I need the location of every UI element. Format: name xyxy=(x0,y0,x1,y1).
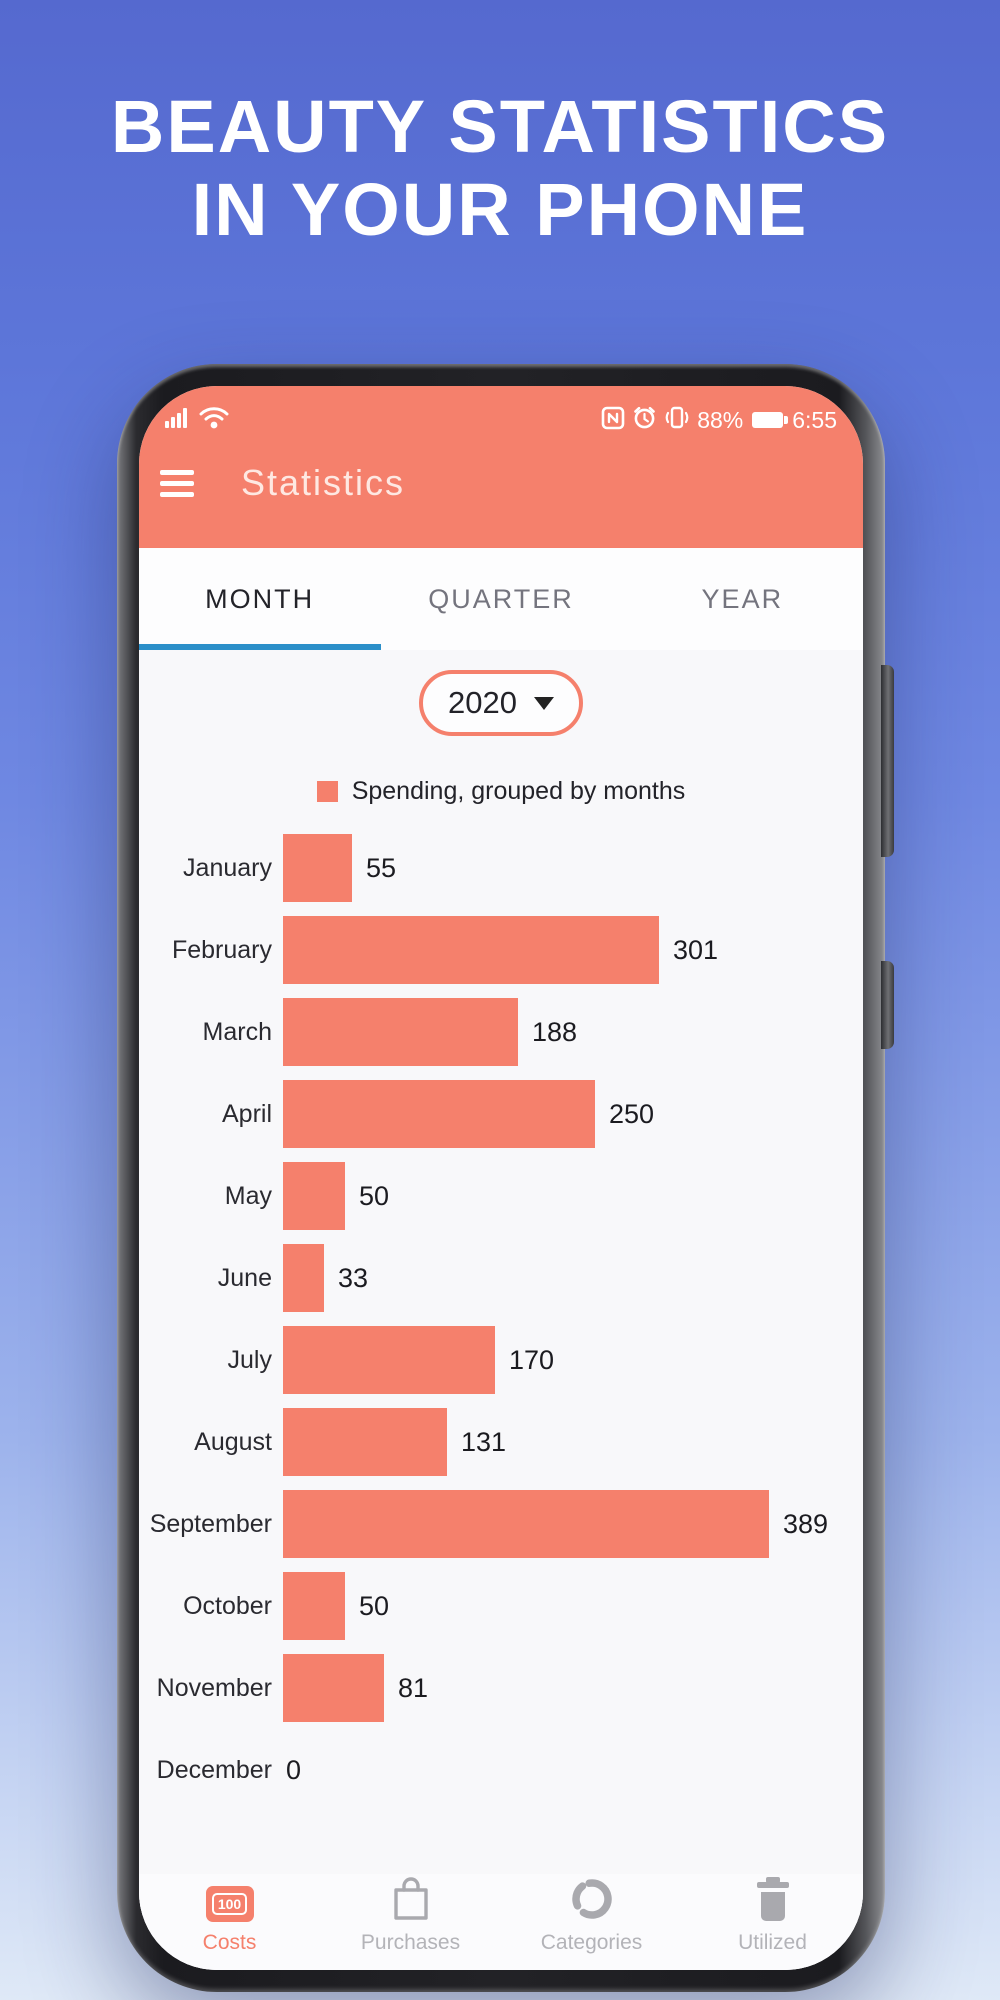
category-label: October xyxy=(183,1591,272,1620)
nav-item-utilized[interactable]: Utilized xyxy=(682,1874,863,1970)
period-tabs: MONTH QUARTER YEAR xyxy=(139,548,863,652)
year-value: 2020 xyxy=(448,685,517,720)
chart-row: January 55 xyxy=(139,827,863,909)
status-time: 6:55 xyxy=(792,406,837,433)
chevron-down-icon xyxy=(533,696,554,710)
nav-label: Purchases xyxy=(360,1931,461,1954)
bar xyxy=(283,834,352,902)
donut-chart-icon xyxy=(569,1876,615,1922)
nav-label: Utilized xyxy=(738,1931,807,1954)
power-button xyxy=(881,961,894,1049)
category-label: June xyxy=(217,1263,272,1292)
chart-row: December 0 xyxy=(139,1729,863,1811)
bar xyxy=(283,1244,324,1312)
legend-label: Spending, grouped by months xyxy=(351,777,686,805)
statistics-content: 2020 Spending, grouped by months xyxy=(139,650,863,1970)
chart-row: February 301 xyxy=(139,909,863,991)
value-label: 301 xyxy=(673,934,719,965)
battery-percent: 88% xyxy=(697,406,744,433)
value-label: 0 xyxy=(286,1754,302,1785)
active-tab-indicator xyxy=(139,644,381,652)
nav-item-categories[interactable]: Categories xyxy=(501,1874,682,1970)
value-label: 188 xyxy=(532,1016,578,1047)
category-label: May xyxy=(224,1181,272,1210)
chart-legend: Spending, grouped by months xyxy=(139,777,863,806)
bar xyxy=(283,1326,495,1394)
chart-row: May 50 xyxy=(139,1155,863,1237)
bar xyxy=(283,1572,345,1640)
bar xyxy=(283,998,518,1066)
chart-row: April 250 xyxy=(139,1073,863,1155)
nav-item-costs[interactable]: 100 Costs xyxy=(139,1874,320,1970)
value-label: 33 xyxy=(338,1262,369,1293)
category-label: July xyxy=(227,1345,272,1374)
chart-row: August 131 xyxy=(139,1401,863,1483)
value-label: 250 xyxy=(609,1098,655,1129)
chart-row: October 50 xyxy=(139,1565,863,1647)
legend-swatch xyxy=(316,781,338,802)
category-label: January xyxy=(183,853,272,882)
nav-item-purchases[interactable]: Purchases xyxy=(320,1874,501,1970)
bar xyxy=(283,1080,595,1148)
hero-title-line1: BEAUTY STATISTICS xyxy=(110,85,890,168)
bar xyxy=(283,916,659,984)
nav-label: Costs xyxy=(202,1931,257,1954)
value-label: 55 xyxy=(366,852,397,883)
category-label: December xyxy=(156,1755,272,1784)
volume-button xyxy=(881,665,894,857)
chart-row: September 389 xyxy=(139,1483,863,1565)
chart-row: June 33 xyxy=(139,1237,863,1319)
bottom-navigation: 100 Costs Purchases Categories xyxy=(139,1874,863,1970)
banknote-100-icon: 100 xyxy=(205,1876,254,1922)
battery-icon xyxy=(752,412,789,428)
tab-month[interactable]: MONTH xyxy=(205,583,315,614)
value-label: 81 xyxy=(398,1672,429,1703)
vibrate-icon xyxy=(664,405,690,435)
phone-mockup: 88% 6:55 Statistics MONTH QUARTER YEAR 2… xyxy=(117,364,894,1992)
status-bar: 88% 6:55 xyxy=(139,386,863,440)
bar xyxy=(283,1654,384,1722)
value-label: 131 xyxy=(461,1426,507,1457)
app-header: 88% 6:55 Statistics xyxy=(139,386,863,548)
hamburger-menu-icon[interactable] xyxy=(160,469,194,497)
phone-screen: 88% 6:55 Statistics MONTH QUARTER YEAR 2… xyxy=(139,386,863,1970)
category-label: April xyxy=(221,1099,272,1128)
chart-row: July 170 xyxy=(139,1319,863,1401)
nfc-icon xyxy=(601,406,625,435)
category-label: August xyxy=(194,1427,272,1456)
wifi-icon xyxy=(199,406,229,435)
tab-quarter[interactable]: QUARTER xyxy=(428,583,574,614)
spending-bar-chart: January 55 February 301 March 188 April 250 May 5… xyxy=(139,827,863,1811)
year-dropdown[interactable]: 2020 xyxy=(419,670,583,736)
value-label: 170 xyxy=(509,1344,555,1375)
nav-label: Categories xyxy=(540,1931,643,1954)
bar xyxy=(283,1162,345,1230)
signal-icon xyxy=(165,406,191,435)
category-label: September xyxy=(149,1509,272,1538)
bar xyxy=(283,1490,769,1558)
value-label: 50 xyxy=(359,1590,390,1621)
value-label: 50 xyxy=(359,1180,390,1211)
category-label: March xyxy=(202,1017,272,1046)
trash-icon xyxy=(753,1876,793,1922)
value-label: 389 xyxy=(783,1508,829,1539)
chart-row: March 188 xyxy=(139,991,863,1073)
tab-year[interactable]: YEAR xyxy=(701,583,784,614)
page-title: Statistics xyxy=(241,462,406,503)
hero-title-line2: IN YOUR PHONE xyxy=(191,167,809,251)
chart-row: November 81 xyxy=(139,1647,863,1729)
hero-banner: BEAUTY STATISTICS IN YOUR PHONE xyxy=(0,85,1000,252)
category-label: February xyxy=(171,935,272,964)
category-label: November xyxy=(156,1673,272,1702)
alarm-icon xyxy=(632,405,657,435)
bar xyxy=(283,1408,447,1476)
shopping-bag-icon xyxy=(390,1876,432,1922)
